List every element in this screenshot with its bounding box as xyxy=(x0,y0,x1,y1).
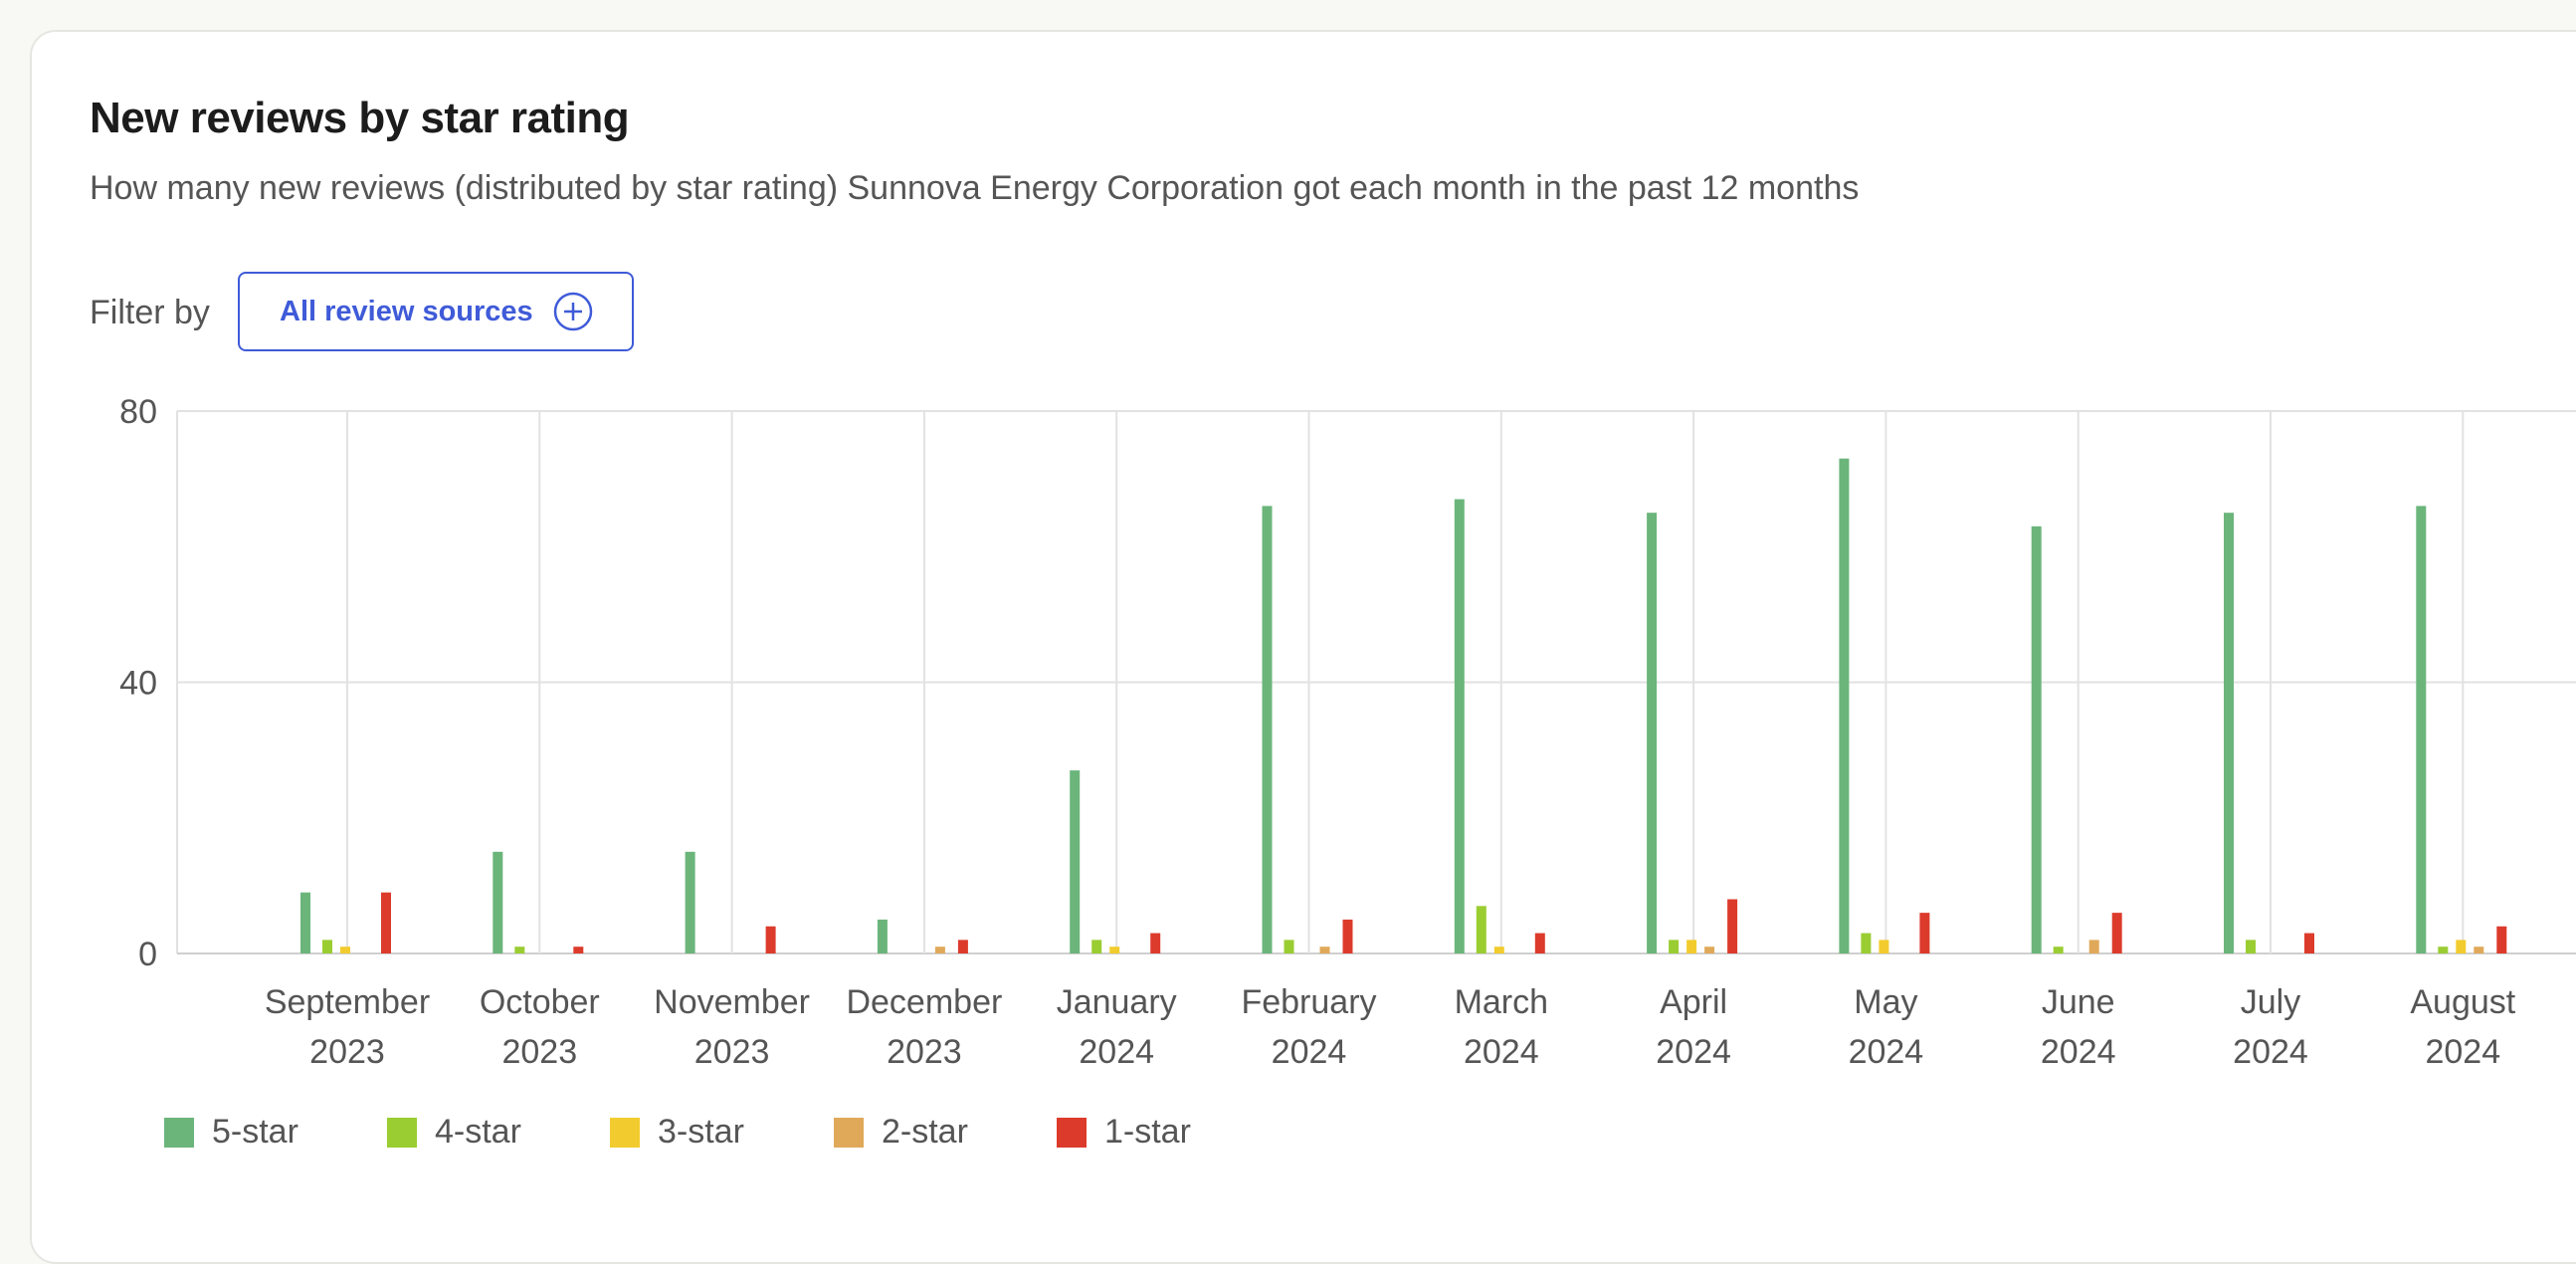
chart-legend: 5-star 4-star 3-star 2-star 1-star xyxy=(164,1113,1191,1152)
bar-5-star-4 xyxy=(1070,770,1081,953)
x-tick-label-year: 2023 xyxy=(694,1033,770,1071)
x-tick-label-year: 2023 xyxy=(501,1033,577,1071)
bar-2-star-3 xyxy=(934,947,945,953)
bar-5-star-1 xyxy=(493,851,503,953)
bar-1-star-7 xyxy=(1727,899,1738,953)
bar-1-star-4 xyxy=(1150,933,1161,953)
bar-5-star-8 xyxy=(1839,458,1850,953)
reviews-card xyxy=(30,30,2576,1264)
legend-swatch xyxy=(1057,1117,1087,1148)
legend-label: 4-star xyxy=(435,1113,521,1151)
x-tick-label-year: 2024 xyxy=(2041,1033,2116,1071)
bar-4-star-0 xyxy=(322,940,332,953)
bar-4-star-5 xyxy=(1284,940,1294,953)
bar-4-star-9 xyxy=(2053,947,2064,953)
bar-2-star-5 xyxy=(1319,947,1330,953)
bar-4-star-1 xyxy=(514,947,525,953)
legend-item-3-star: 3-star xyxy=(610,1113,834,1152)
y-tick-label: 40 xyxy=(119,665,157,703)
bar-2-star-7 xyxy=(1704,947,1715,953)
x-tick-label-year: 2024 xyxy=(1272,1033,1347,1071)
bar-3-star-4 xyxy=(1109,947,1120,953)
bar-1-star-1 xyxy=(573,947,584,953)
bar-4-star-4 xyxy=(1091,940,1102,953)
bar-1-star-5 xyxy=(1342,919,1353,953)
bar-3-star-11 xyxy=(2456,940,2467,953)
legend-label: 1-star xyxy=(1104,1113,1191,1151)
card-subtitle: How many new reviews (distributed by sta… xyxy=(90,169,1860,207)
x-tick-label-month: December xyxy=(846,983,1002,1021)
y-tick-label: 80 xyxy=(119,393,157,431)
x-tick-label-year: 2023 xyxy=(887,1033,962,1071)
bar-1-star-0 xyxy=(381,892,391,953)
bar-5-star-2 xyxy=(685,851,695,953)
legend-item-5-star: 5-star xyxy=(164,1113,387,1152)
bar-5-star-5 xyxy=(1262,506,1273,953)
bar-3-star-7 xyxy=(1686,940,1697,953)
x-tick-label-month: June xyxy=(2042,983,2115,1021)
x-tick-label-year: 2023 xyxy=(309,1033,385,1071)
x-tick-label-month: February xyxy=(1241,983,1376,1021)
bar-3-star-6 xyxy=(1493,947,1504,953)
bar-1-star-3 xyxy=(957,940,968,953)
legend-label: 2-star xyxy=(882,1113,968,1151)
review-sources-filter-button[interactable]: All review sources xyxy=(238,272,634,351)
x-tick-label-year: 2024 xyxy=(1656,1033,1731,1071)
bar-1-star-8 xyxy=(1919,913,1930,953)
x-tick-label-month: May xyxy=(1854,983,1917,1021)
bar-5-star-10 xyxy=(2224,513,2234,953)
bar-4-star-7 xyxy=(1669,940,1680,953)
x-tick-label-year: 2024 xyxy=(2233,1033,2308,1071)
bar-3-star-0 xyxy=(340,947,350,953)
bar-1-star-10 xyxy=(2304,933,2314,953)
legend-swatch xyxy=(164,1117,194,1148)
bar-5-star-9 xyxy=(2031,526,2042,953)
x-tick-label-month: July xyxy=(2241,983,2300,1021)
x-tick-label-month: August xyxy=(2410,983,2515,1021)
bar-5-star-3 xyxy=(877,919,888,953)
legend-label: 5-star xyxy=(212,1113,298,1151)
bar-1-star-2 xyxy=(765,926,776,953)
x-tick-label-month: April xyxy=(1660,983,1727,1021)
bar-5-star-6 xyxy=(1454,499,1465,953)
bar-1-star-11 xyxy=(2496,926,2507,953)
bar-4-star-11 xyxy=(2438,947,2449,953)
legend-item-4-star: 4-star xyxy=(387,1113,610,1152)
bar-5-star-0 xyxy=(300,892,310,953)
bar-2-star-11 xyxy=(2474,947,2484,953)
bar-1-star-9 xyxy=(2111,913,2122,953)
x-tick-label-month: October xyxy=(480,983,600,1021)
x-tick-label-month: November xyxy=(654,983,810,1021)
legend-item-1-star: 1-star xyxy=(1057,1113,1191,1152)
x-tick-label-year: 2024 xyxy=(1464,1033,1539,1071)
bar-4-star-10 xyxy=(2246,940,2256,953)
bar-3-star-8 xyxy=(1879,940,1889,953)
bar-4-star-6 xyxy=(1476,906,1486,953)
bar-5-star-11 xyxy=(2416,506,2427,953)
x-tick-label-month: March xyxy=(1455,983,1548,1021)
x-tick-label-month: January xyxy=(1057,983,1177,1021)
filter-label: Filter by xyxy=(90,294,210,331)
x-tick-label-year: 2024 xyxy=(2425,1033,2500,1071)
legend-label: 3-star xyxy=(658,1113,744,1151)
bar-5-star-7 xyxy=(1647,513,1658,953)
filter-button-label: All review sources xyxy=(280,295,533,327)
legend-swatch xyxy=(610,1117,640,1148)
reviews-bar-chart: 0 40 80 September 2023 October 2023 November 202… xyxy=(119,393,2576,1071)
legend-swatch xyxy=(387,1117,417,1148)
y-tick-label: 0 xyxy=(138,936,157,973)
bar-1-star-6 xyxy=(1534,933,1545,953)
bar-2-star-9 xyxy=(2088,940,2099,953)
bar-4-star-8 xyxy=(1861,933,1872,953)
legend-swatch xyxy=(834,1117,864,1148)
plus-circle-icon xyxy=(553,292,592,331)
x-tick-label-month: September xyxy=(265,983,430,1021)
x-tick-label-year: 2024 xyxy=(1849,1033,1924,1071)
x-tick-label-year: 2024 xyxy=(1079,1033,1154,1071)
card-title: New reviews by star rating xyxy=(90,94,630,142)
legend-item-2-star: 2-star xyxy=(834,1113,1057,1152)
